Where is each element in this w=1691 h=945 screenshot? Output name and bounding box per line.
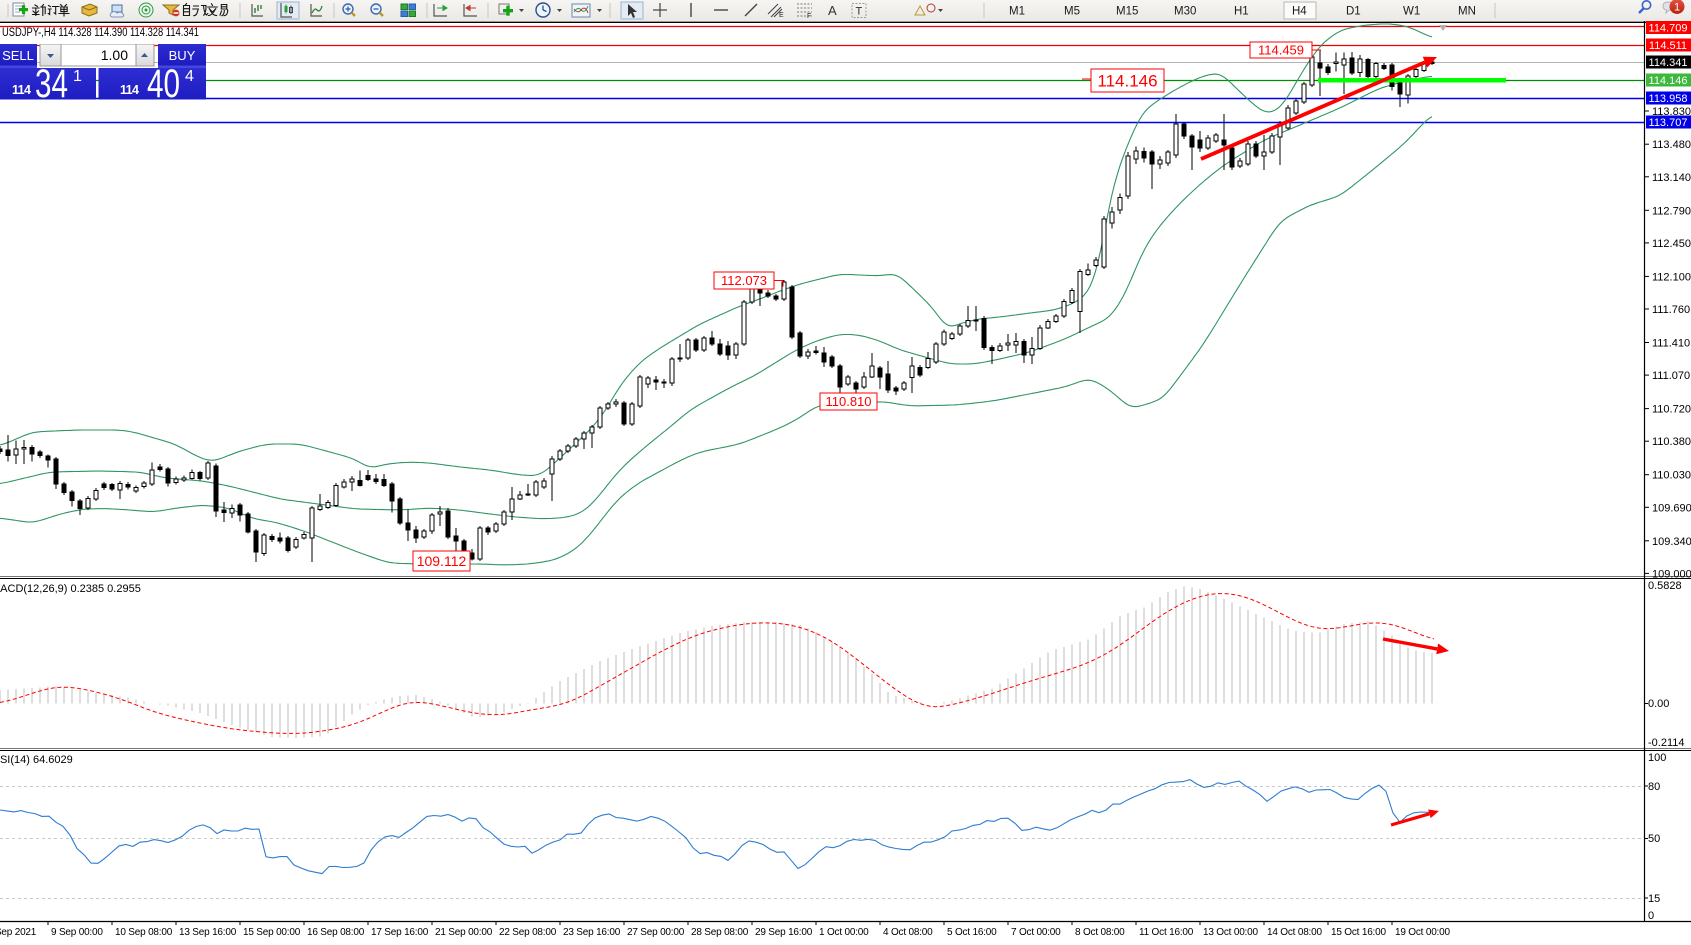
svg-text:13 Sep 16:00: 13 Sep 16:00: [179, 927, 237, 938]
svg-text:113.707: 113.707: [1649, 117, 1688, 129]
svg-text:15: 15: [1648, 893, 1660, 905]
svg-text:28 Sep 08:00: 28 Sep 08:00: [691, 927, 749, 938]
svg-text:23 Sep 16:00: 23 Sep 16:00: [563, 927, 621, 938]
svg-text:MN: MN: [1458, 6, 1476, 18]
svg-text:SELL: SELL: [2, 48, 34, 63]
svg-text:11 Oct 16:00: 11 Oct 16:00: [1139, 927, 1194, 938]
svg-text:114.511: 114.511: [1649, 40, 1687, 52]
svg-text:114.459: 114.459: [1258, 43, 1304, 58]
svg-text:114.146: 114.146: [1649, 75, 1688, 87]
svg-text:40: 40: [147, 62, 180, 104]
svg-text:80: 80: [1648, 781, 1660, 793]
svg-text:4: 4: [185, 68, 194, 85]
svg-text:29 Sep 16:00: 29 Sep 16:00: [755, 927, 813, 938]
svg-text:16 Sep 08:00: 16 Sep 08:00: [307, 927, 365, 938]
svg-text:15 Sep 00:00: 15 Sep 00:00: [243, 927, 301, 938]
svg-text:17 Sep 16:00: 17 Sep 16:00: [371, 927, 429, 938]
svg-text:111.760: 111.760: [1652, 304, 1690, 316]
svg-text:H4: H4: [1292, 6, 1307, 18]
svg-text:M1: M1: [1009, 6, 1025, 18]
svg-text:109.000: 109.000: [1652, 568, 1691, 580]
svg-text:113.140: 113.140: [1652, 172, 1691, 184]
svg-text:100: 100: [1648, 752, 1666, 764]
svg-text:D1: D1: [1346, 6, 1361, 18]
svg-text:111.410: 111.410: [1652, 338, 1690, 350]
svg-text:M15: M15: [1116, 6, 1138, 18]
svg-text:111.070: 111.070: [1652, 370, 1690, 382]
svg-text:34: 34: [35, 62, 68, 104]
svg-text:114.341: 114.341: [1649, 57, 1688, 69]
svg-text:MACD(12,26,9) 0.2385 0.2955: MACD(12,26,9) 0.2385 0.2955: [0, 583, 141, 595]
svg-text:7 Oct 00:00: 7 Oct 00:00: [1011, 927, 1061, 938]
svg-text:112.450: 112.450: [1652, 238, 1691, 250]
svg-text:112.073: 112.073: [721, 273, 767, 288]
svg-text:0.00: 0.00: [1648, 698, 1669, 710]
svg-text:14 Oct 08:00: 14 Oct 08:00: [1267, 927, 1322, 938]
svg-text:113.480: 113.480: [1652, 139, 1691, 151]
svg-text:10 Sep 08:00: 10 Sep 08:00: [115, 927, 173, 938]
svg-text:109.112: 109.112: [417, 553, 467, 569]
svg-text:113.958: 113.958: [1649, 93, 1688, 105]
svg-text:1: 1: [73, 68, 82, 85]
svg-text:A: A: [828, 3, 837, 18]
svg-text:114: 114: [120, 83, 139, 97]
svg-text:114: 114: [12, 83, 31, 97]
svg-text:M5: M5: [1064, 6, 1080, 18]
svg-text:0.5828: 0.5828: [1648, 580, 1682, 592]
svg-text:21 Sep 00:00: 21 Sep 00:00: [435, 927, 493, 938]
svg-text:8 Oct 08:00: 8 Oct 08:00: [1075, 927, 1125, 938]
svg-text:0: 0: [1648, 910, 1654, 922]
svg-text:T: T: [856, 6, 863, 18]
svg-text:13 Oct 00:00: 13 Oct 00:00: [1203, 927, 1258, 938]
svg-text:114.146: 114.146: [1097, 72, 1157, 91]
svg-text:E: E: [779, 12, 784, 19]
svg-text:113.830: 113.830: [1652, 106, 1691, 118]
svg-text:5 Oct 16:00: 5 Oct 16:00: [947, 927, 997, 938]
svg-text:112.100: 112.100: [1652, 271, 1691, 283]
svg-text:110.030: 110.030: [1652, 470, 1691, 482]
svg-text:RSI(14) 64.6029: RSI(14) 64.6029: [0, 754, 73, 766]
svg-text:-0.2114: -0.2114: [1648, 737, 1685, 749]
svg-text:1.00: 1.00: [101, 47, 128, 63]
svg-text:H1: H1: [1234, 6, 1249, 18]
svg-text:BUY: BUY: [169, 48, 196, 63]
svg-text:15 Oct 16:00: 15 Oct 16:00: [1331, 927, 1386, 938]
svg-text:1 Oct 00:00: 1 Oct 00:00: [819, 927, 869, 938]
svg-text:110.720: 110.720: [1652, 404, 1691, 416]
svg-text:USDJPY-,H4 114.328 114.390 11: USDJPY-,H4 114.328 114.390 114.328 114.3…: [2, 27, 199, 39]
svg-text:109.690: 109.690: [1652, 502, 1691, 514]
svg-text:110.380: 110.380: [1652, 436, 1691, 448]
svg-text:9 Sep 00:00: 9 Sep 00:00: [51, 927, 103, 938]
svg-text:109.340: 109.340: [1652, 536, 1691, 548]
svg-text:110.810: 110.810: [825, 394, 871, 409]
svg-text:114.709: 114.709: [1649, 23, 1688, 35]
svg-text:8 Sep 2021: 8 Sep 2021: [0, 927, 37, 938]
svg-text:F: F: [807, 13, 811, 20]
svg-text:112.790: 112.790: [1652, 205, 1691, 217]
svg-text:22 Sep 08:00: 22 Sep 08:00: [499, 927, 557, 938]
svg-text:50: 50: [1648, 833, 1660, 845]
svg-text:1: 1: [1674, 2, 1680, 14]
svg-text:W1: W1: [1403, 6, 1420, 18]
svg-text:M30: M30: [1174, 6, 1196, 18]
svg-text:27 Sep 00:00: 27 Sep 00:00: [627, 927, 685, 938]
svg-text:4 Oct 08:00: 4 Oct 08:00: [883, 927, 933, 938]
svg-text:19 Oct 00:00: 19 Oct 00:00: [1395, 927, 1450, 938]
